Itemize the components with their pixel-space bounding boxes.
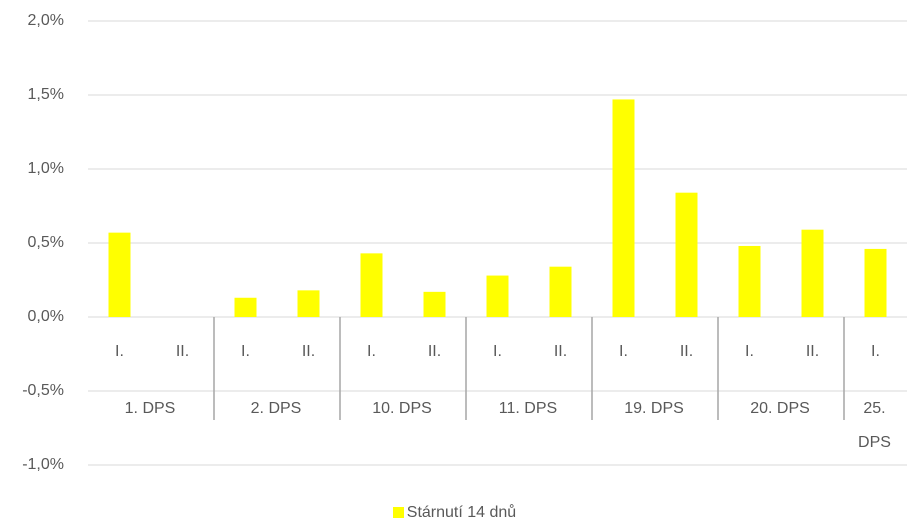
group-label: 19. DPS [624, 400, 684, 417]
legend-swatch [392, 507, 404, 518]
x-tick-label: I. [367, 343, 376, 360]
x-tick-label: I. [745, 343, 754, 360]
x-tick-label: II. [176, 343, 189, 360]
y-tick-label: 1,0% [28, 160, 64, 177]
bar [864, 248, 887, 317]
x-tick-label: II. [302, 343, 315, 360]
legend-label: Stárnutí 14 dnů [406, 504, 517, 521]
group-label: 20. DPS [750, 400, 810, 417]
group-label: 10. DPS [372, 400, 432, 417]
bar [801, 229, 824, 317]
y-tick-label: 0,0% [28, 308, 64, 325]
y-tick-label: 1,5% [28, 86, 64, 103]
group-label: 1. DPS [124, 400, 176, 417]
bar [675, 192, 698, 317]
legend: Stárnutí 14 dnů [0, 504, 909, 522]
bar [360, 253, 383, 317]
bar [549, 266, 572, 317]
x-tick-label: I. [619, 343, 628, 360]
x-tick-label: II. [680, 343, 693, 360]
bar [108, 232, 131, 317]
bar [234, 297, 257, 317]
x-tick-label: II. [554, 343, 567, 360]
bar [738, 245, 761, 317]
x-tick-label: I. [115, 343, 124, 360]
x-tick-label: II. [428, 343, 441, 360]
y-tick-label: 0,5% [28, 234, 64, 251]
bar [612, 99, 635, 317]
x-tick-label: I. [493, 343, 502, 360]
group-label: 11. DPS [498, 400, 558, 417]
bar [297, 290, 320, 317]
y-tick-label: -0,5% [22, 382, 64, 399]
y-tick-label: -1,0% [22, 456, 64, 473]
bar [486, 275, 509, 317]
x-tick-label: I. [241, 343, 250, 360]
x-tick-label: II. [806, 343, 819, 360]
bar [423, 291, 446, 317]
x-tick-label: I. [871, 343, 880, 360]
group-label: 25. DPS [858, 400, 891, 451]
group-label: 2. DPS [250, 400, 302, 417]
y-tick-label: 2,0% [28, 12, 64, 29]
